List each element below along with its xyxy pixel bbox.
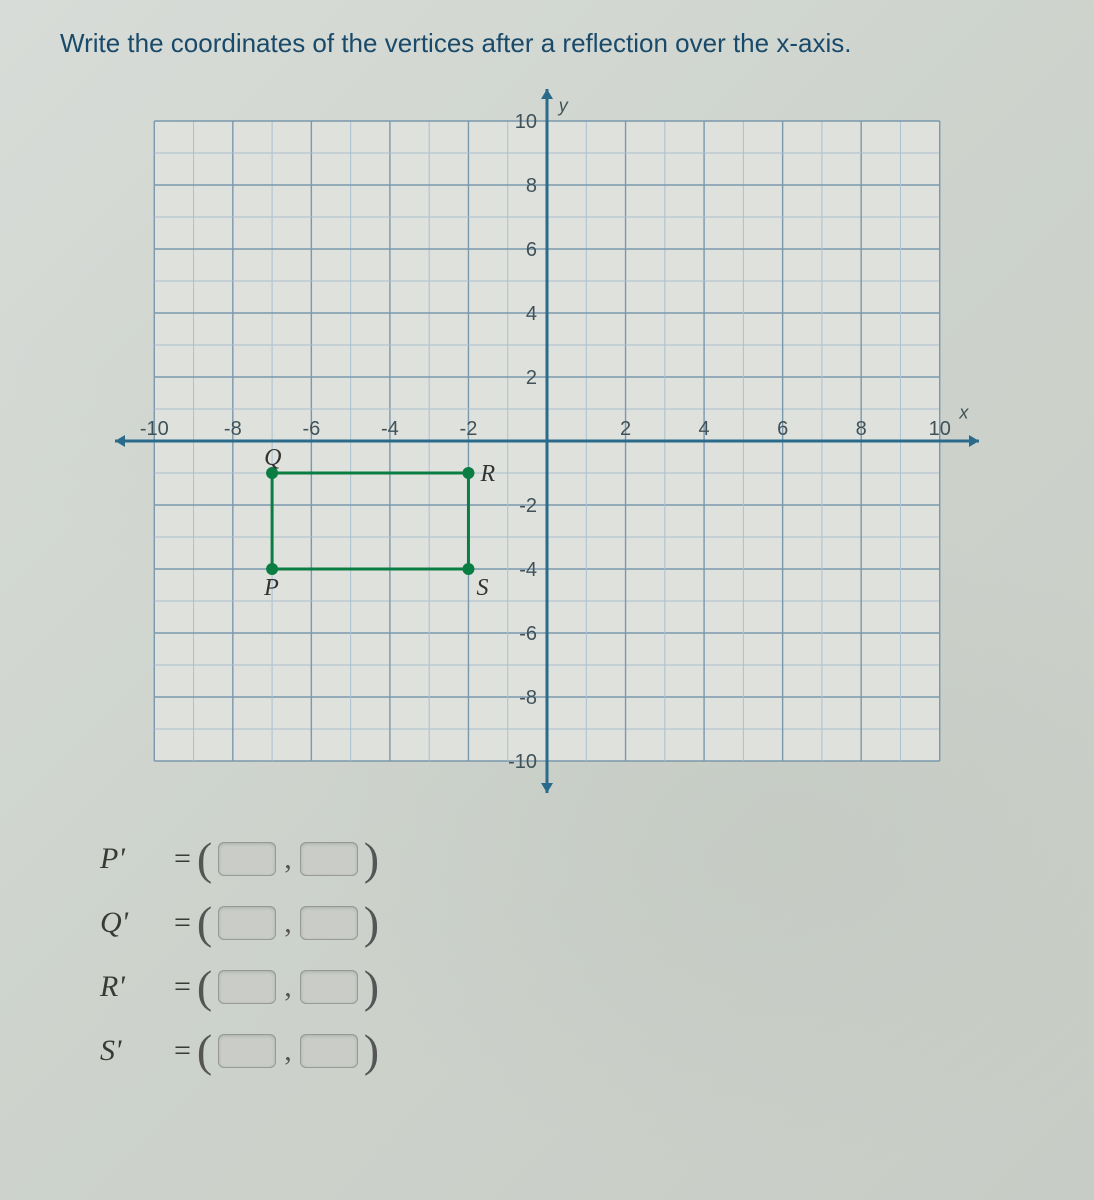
- svg-text:-2: -2: [460, 418, 478, 440]
- svg-text:2: 2: [526, 367, 537, 389]
- answer-y-input[interactable]: [300, 970, 358, 1004]
- answer-section: P' = (,)Q' = (,)R' = (,)S' = (,): [100, 827, 1034, 1083]
- coordinate-grid-svg: x y -10 -10 -8 -8 -6 -6 -4 -4 -2 -2 2 2 4 4 6 6 8 8 10 10 P Q R S: [107, 81, 987, 801]
- svg-text:10: 10: [929, 418, 951, 440]
- svg-text:-6: -6: [302, 418, 320, 440]
- answer-row: S' = (,): [100, 1019, 1034, 1083]
- svg-text:2: 2: [620, 418, 631, 440]
- comma: ,: [284, 906, 292, 940]
- svg-text:4: 4: [699, 418, 710, 440]
- svg-text:-10: -10: [140, 418, 169, 440]
- svg-text:P: P: [263, 575, 279, 601]
- answer-label: R': [100, 970, 174, 1004]
- coordinate-chart: x y -10 -10 -8 -8 -6 -6 -4 -4 -2 -2 2 2 4 4 6 6 8 8 10 10 P Q R S: [107, 81, 987, 801]
- svg-text:R: R: [479, 461, 495, 487]
- answer-label: Q': [100, 906, 174, 940]
- answer-y-input[interactable]: [300, 906, 358, 940]
- equals-sign: =: [174, 842, 191, 876]
- answer-x-input[interactable]: [218, 1034, 276, 1068]
- svg-text:6: 6: [526, 239, 537, 261]
- svg-text:6: 6: [777, 418, 788, 440]
- comma: ,: [284, 970, 292, 1004]
- svg-text:-4: -4: [381, 418, 399, 440]
- svg-text:S: S: [476, 575, 488, 601]
- equals-sign: =: [174, 970, 191, 1004]
- svg-text:-6: -6: [519, 623, 537, 645]
- answer-y-input[interactable]: [300, 1034, 358, 1068]
- svg-text:Q: Q: [264, 445, 281, 471]
- answer-y-input[interactable]: [300, 842, 358, 876]
- answer-x-input[interactable]: [218, 906, 276, 940]
- svg-text:10: 10: [515, 111, 537, 133]
- svg-text:-8: -8: [224, 418, 242, 440]
- svg-text:x: x: [958, 403, 969, 423]
- svg-text:-10: -10: [508, 751, 537, 773]
- svg-text:-2: -2: [519, 495, 537, 517]
- svg-text:y: y: [557, 95, 569, 115]
- answer-label: S': [100, 1034, 174, 1068]
- answer-x-input[interactable]: [218, 970, 276, 1004]
- answer-row: R' = (,): [100, 955, 1034, 1019]
- page-title: Write the coordinates of the vertices af…: [60, 28, 1034, 59]
- svg-text:8: 8: [856, 418, 867, 440]
- answer-x-input[interactable]: [218, 842, 276, 876]
- svg-text:8: 8: [526, 175, 537, 197]
- svg-text:-4: -4: [519, 559, 537, 581]
- answer-label: P': [100, 842, 174, 876]
- svg-text:4: 4: [526, 303, 537, 325]
- svg-text:-8: -8: [519, 687, 537, 709]
- comma: ,: [284, 842, 292, 876]
- comma: ,: [284, 1034, 292, 1068]
- equals-sign: =: [174, 1034, 191, 1068]
- answer-row: Q' = (,): [100, 891, 1034, 955]
- equals-sign: =: [174, 906, 191, 940]
- answer-row: P' = (,): [100, 827, 1034, 891]
- worksheet-page: Write the coordinates of the vertices af…: [0, 0, 1094, 1200]
